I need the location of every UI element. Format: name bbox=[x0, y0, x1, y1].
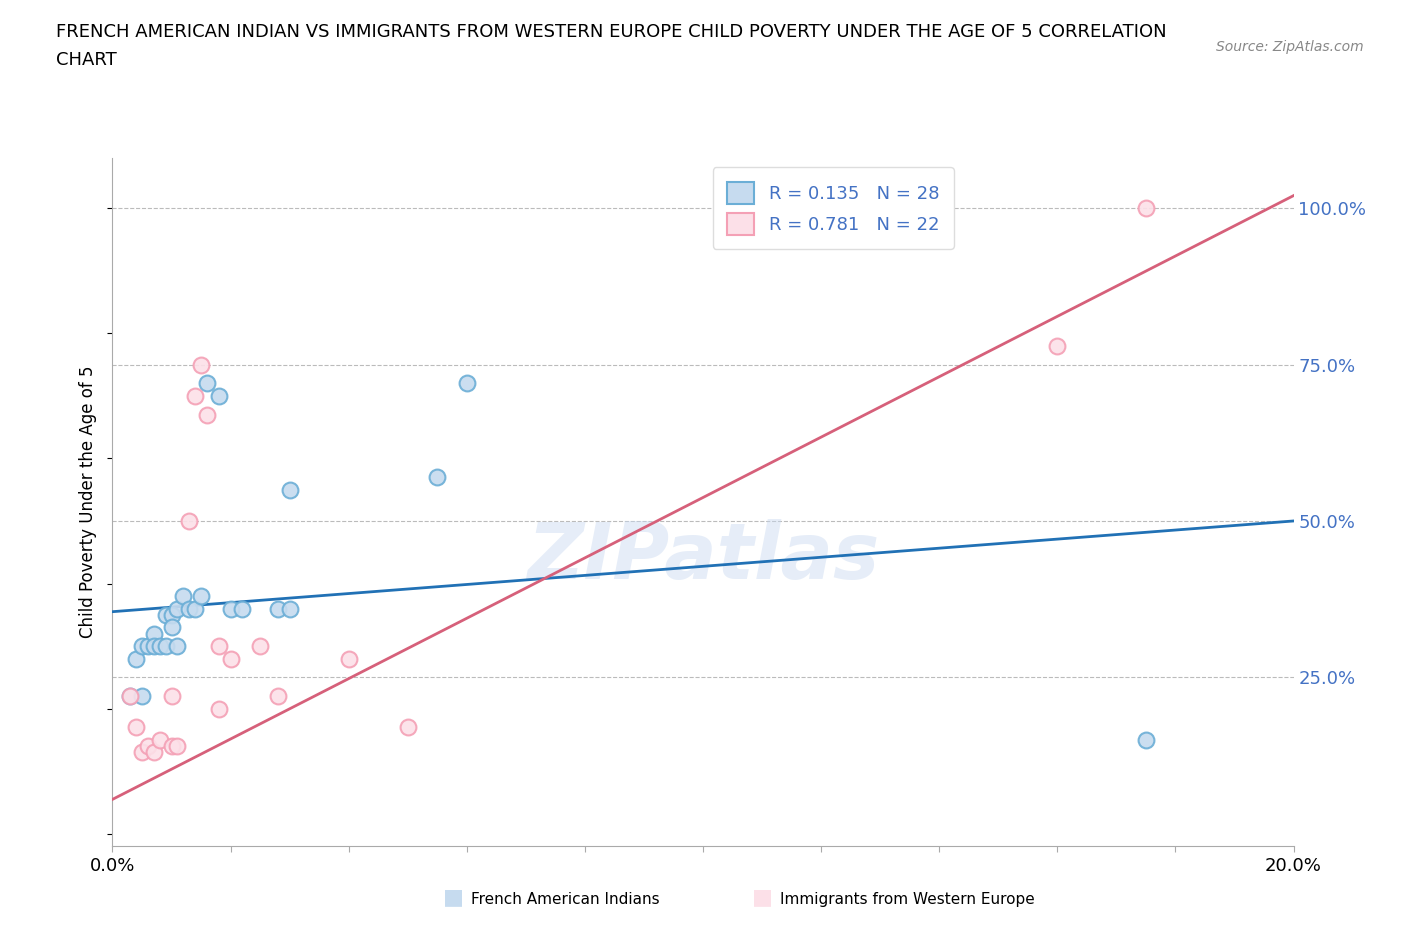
Point bbox=[142, 626, 165, 641]
Point bbox=[149, 733, 172, 748]
Text: ZIPatlas: ZIPatlas bbox=[527, 519, 879, 595]
Point bbox=[142, 745, 165, 760]
Point bbox=[136, 738, 159, 753]
Point bbox=[208, 701, 231, 716]
Point bbox=[155, 607, 177, 622]
Point bbox=[426, 470, 449, 485]
Text: ■: ■ bbox=[752, 886, 773, 907]
Point bbox=[142, 639, 165, 654]
Text: FRENCH AMERICAN INDIAN VS IMMIGRANTS FROM WESTERN EUROPE CHILD POVERTY UNDER THE: FRENCH AMERICAN INDIAN VS IMMIGRANTS FRO… bbox=[56, 23, 1167, 41]
Point bbox=[337, 651, 360, 666]
Point bbox=[1135, 201, 1157, 216]
Y-axis label: Child Poverty Under the Age of 5: Child Poverty Under the Age of 5 bbox=[79, 365, 97, 639]
Text: ■: ■ bbox=[443, 886, 464, 907]
Point bbox=[195, 407, 218, 422]
Point bbox=[190, 589, 212, 604]
Text: Source: ZipAtlas.com: Source: ZipAtlas.com bbox=[1216, 40, 1364, 54]
Point bbox=[120, 689, 142, 704]
Point bbox=[1135, 733, 1157, 748]
Point bbox=[131, 639, 153, 654]
Point bbox=[166, 639, 188, 654]
Legend: R = 0.135   N = 28, R = 0.781   N = 22: R = 0.135 N = 28, R = 0.781 N = 22 bbox=[713, 167, 953, 249]
Point bbox=[249, 639, 271, 654]
Point bbox=[1046, 339, 1069, 353]
Point bbox=[160, 738, 183, 753]
Point bbox=[125, 651, 148, 666]
Point bbox=[155, 639, 177, 654]
Point bbox=[166, 601, 188, 616]
Point bbox=[160, 620, 183, 635]
Point bbox=[267, 601, 290, 616]
Point bbox=[120, 689, 142, 704]
Point bbox=[208, 389, 231, 404]
Point bbox=[195, 376, 218, 391]
Point bbox=[136, 639, 159, 654]
Point bbox=[219, 651, 242, 666]
Point bbox=[278, 601, 301, 616]
Point bbox=[179, 513, 201, 528]
Text: Immigrants from Western Europe: Immigrants from Western Europe bbox=[780, 892, 1035, 907]
Point bbox=[190, 357, 212, 372]
Point bbox=[396, 720, 419, 735]
Point bbox=[184, 389, 207, 404]
Text: CHART: CHART bbox=[56, 51, 117, 69]
Point bbox=[231, 601, 253, 616]
Point bbox=[166, 738, 188, 753]
Point bbox=[160, 607, 183, 622]
Text: French American Indians: French American Indians bbox=[471, 892, 659, 907]
Point bbox=[125, 720, 148, 735]
Point bbox=[208, 639, 231, 654]
Point bbox=[278, 483, 301, 498]
Point bbox=[160, 689, 183, 704]
Point bbox=[456, 376, 478, 391]
Point bbox=[172, 589, 194, 604]
Point bbox=[131, 745, 153, 760]
Point bbox=[219, 601, 242, 616]
Point bbox=[179, 601, 201, 616]
Point bbox=[149, 639, 172, 654]
Point bbox=[131, 689, 153, 704]
Point bbox=[184, 601, 207, 616]
Point bbox=[267, 689, 290, 704]
